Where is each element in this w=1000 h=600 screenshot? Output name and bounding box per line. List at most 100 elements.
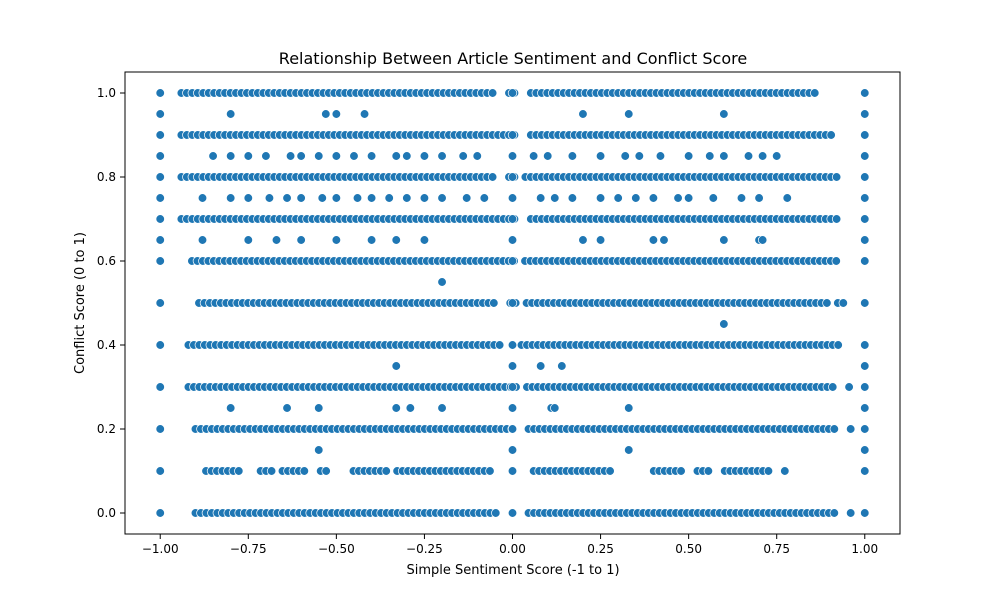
data-point [296,235,306,245]
data-point [155,88,165,98]
data-point [507,403,518,413]
data-point [234,466,244,476]
data-point [860,193,870,203]
data-point [860,424,870,434]
data-point [485,466,495,476]
data-point [860,298,870,308]
data-point [226,193,236,203]
data-point [197,193,208,203]
data-point [487,172,498,182]
x-tick-label: 0.00 [499,542,526,556]
data-point [391,151,401,161]
data-point [226,403,236,413]
data-point [567,193,578,203]
data-point [528,151,539,161]
data-point [507,361,518,371]
data-point [550,193,560,203]
data-point [489,298,499,308]
x-tick-label: 0.75 [763,542,790,556]
data-point [261,151,271,161]
chart-title: Relationship Between Article Sentiment a… [279,49,747,68]
data-point [197,235,208,245]
data-point [595,193,606,203]
data-point [155,424,165,434]
data-point [314,403,324,413]
data-point [243,151,253,161]
data-point [860,445,870,455]
y-axis: 0.0 0.2 0.4 0.6 0.8 1.0 [97,86,125,520]
data-point [507,298,518,308]
data-point [264,193,275,203]
data-point [719,151,729,161]
data-point [507,172,518,182]
data-point [743,151,754,161]
data-point [829,508,839,518]
x-axis: −1.00 −0.75 −0.50 −0.25 0.00 0.25 0.50 0.75 1.00 [142,534,878,556]
x-tick-label: −0.75 [230,542,267,556]
data-point [266,466,277,476]
data-point [860,508,870,518]
data-point [536,361,546,371]
data-point [437,277,447,287]
data-point [703,466,714,476]
data-point [829,424,839,434]
data-point [655,151,666,161]
data-point [296,151,306,161]
data-point [366,193,377,203]
data-point [719,319,729,329]
data-point [595,235,606,245]
data-point [321,466,331,476]
data-point [155,109,165,119]
data-point [419,235,430,245]
data-point [507,193,518,203]
data-point [479,193,489,203]
data-point [507,382,518,392]
data-point [736,193,747,203]
data-point [437,151,447,161]
x-tick-label: −0.25 [406,542,443,556]
data-point [507,88,518,98]
x-tick-label: −1.00 [142,542,179,556]
data-point [846,424,856,434]
data-point [155,256,165,266]
data-point [507,424,518,434]
data-point [860,172,870,182]
data-point [507,466,518,476]
data-point [705,151,715,161]
data-point [708,193,718,203]
data-point [578,109,588,119]
data-point [494,340,505,350]
data-point [366,151,377,161]
data-point [458,151,468,161]
data-point [860,214,870,224]
data-point [543,151,553,161]
data-point [391,235,401,245]
data-point [860,340,870,350]
data-point [550,403,560,413]
data-point [507,445,518,455]
y-tick-label: 0.2 [97,422,116,436]
data-point [860,151,870,161]
data-point [282,403,292,413]
data-point [402,151,412,161]
data-point [282,193,292,203]
data-point [676,466,686,476]
data-point [155,172,165,182]
data-point [757,235,768,245]
data-point [155,298,165,308]
data-point [226,151,236,161]
data-point [595,151,606,161]
data-point [860,382,870,392]
data-point [155,340,165,350]
data-point [673,193,683,203]
data-point [631,193,641,203]
y-tick-label: 0.0 [97,506,116,520]
data-point [860,466,870,476]
x-axis-label: Simple Sentiment Score (-1 to 1) [406,563,619,578]
data-point [314,445,324,455]
data-point [763,466,774,476]
data-point [624,445,634,455]
data-point [155,151,165,161]
data-point [419,193,430,203]
data-point [648,193,659,203]
